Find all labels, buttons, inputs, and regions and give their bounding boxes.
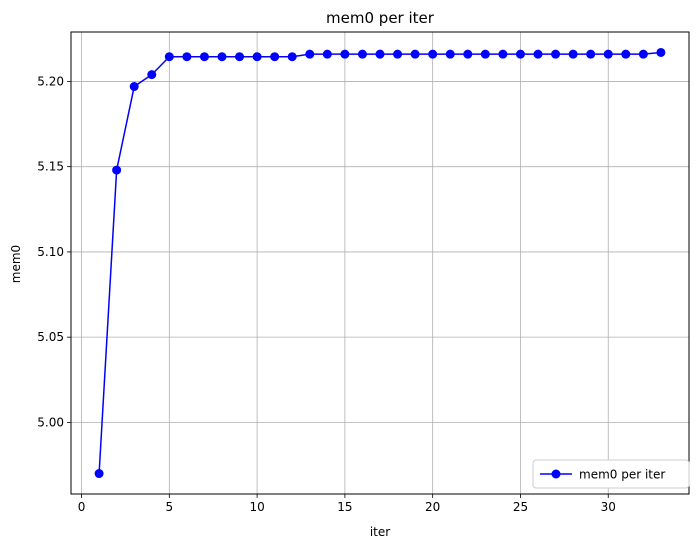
- legend-entry-label: mem0 per iter: [579, 468, 665, 482]
- data-point: [393, 49, 403, 59]
- x-tick-label: 0: [78, 500, 86, 514]
- data-point: [94, 469, 104, 479]
- data-point: [270, 52, 280, 62]
- data-point: [357, 49, 367, 59]
- y-tick-label: 5.05: [37, 330, 64, 344]
- data-point: [217, 52, 227, 62]
- x-tick-label: 10: [249, 500, 264, 514]
- data-point: [252, 52, 262, 62]
- x-axis-label: iter: [370, 525, 390, 539]
- data-point: [182, 52, 192, 62]
- data-point: [129, 82, 139, 92]
- data-point: [235, 52, 245, 62]
- data-point: [340, 49, 350, 59]
- y-tick-label: 5.10: [37, 245, 64, 259]
- data-point: [375, 49, 385, 59]
- x-tick-label: 5: [165, 500, 173, 514]
- legend-marker-sample: [551, 469, 561, 479]
- data-point: [568, 49, 578, 59]
- data-point: [638, 49, 648, 59]
- data-point: [533, 49, 543, 59]
- data-point: [199, 52, 209, 62]
- x-tick-label: 25: [513, 500, 528, 514]
- data-point: [322, 49, 332, 59]
- series-layer: [94, 47, 666, 479]
- x-tick-label: 30: [601, 500, 616, 514]
- data-point: [480, 49, 490, 59]
- data-point: [112, 165, 122, 175]
- data-point: [305, 49, 315, 59]
- data-point: [621, 49, 631, 59]
- y-axis-ticks: 5.00 5.05 5.10 5.15 5.20: [37, 74, 71, 429]
- data-point: [410, 49, 420, 59]
- data-point: [287, 52, 297, 62]
- data-point: [445, 49, 455, 59]
- data-point: [515, 49, 525, 59]
- data-point: [603, 49, 613, 59]
- legend: mem0 per iter: [532, 459, 690, 489]
- data-point: [147, 70, 157, 80]
- data-point: [164, 52, 174, 62]
- legend-box: [532, 459, 690, 489]
- x-axis-ticks: 0 5 10 15 20 25 30: [78, 494, 616, 514]
- data-point: [656, 47, 666, 57]
- x-tick-label: 20: [425, 500, 440, 514]
- data-point: [498, 49, 508, 59]
- plot-frame: [70, 31, 690, 495]
- y-tick-label: 5.00: [37, 415, 64, 429]
- data-point: [428, 49, 438, 59]
- data-point: [586, 49, 596, 59]
- data-point: [463, 49, 473, 59]
- series-line: [98, 51, 661, 474]
- y-tick-label: 5.20: [37, 74, 64, 88]
- data-point: [551, 49, 561, 59]
- y-axis-label: mem0: [9, 245, 23, 283]
- chart-title: mem0 per iter: [326, 9, 435, 27]
- x-tick-label: 15: [337, 500, 352, 514]
- grid-layer: [71, 32, 689, 494]
- y-tick-label: 5.15: [37, 160, 64, 174]
